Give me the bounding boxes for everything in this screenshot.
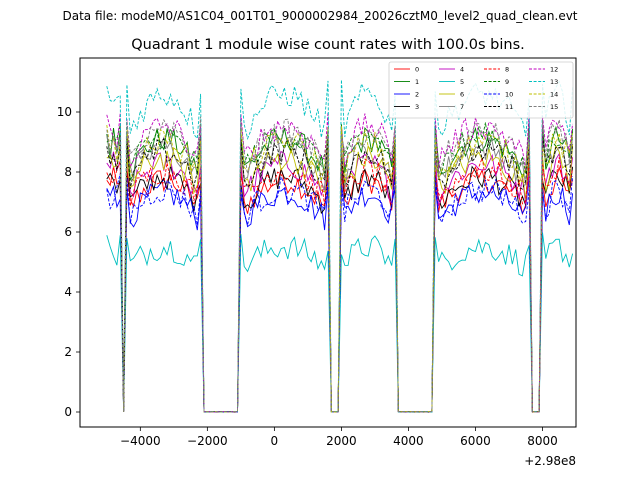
chart-title: Quadrant 1 module wise count rates with …: [131, 37, 525, 53]
legend-label-11: 11: [505, 103, 513, 111]
x-tick-label: −2000: [187, 434, 228, 448]
x-axis: −4000 −2000 0 2000 4000 6000 8000: [120, 427, 558, 448]
x-offset-label: +2.98e8: [524, 454, 576, 468]
x-tick-label: 0: [271, 434, 279, 448]
y-tick-label: 2: [64, 345, 72, 359]
series-line-module-11: [106, 134, 574, 413]
legend-label-15: 15: [550, 103, 558, 111]
y-tick-label: 10: [57, 105, 72, 119]
series-line-module-15: [106, 116, 574, 413]
series-layer: [106, 79, 574, 413]
suptitle: Data file: modeM0/AS1C04_001T01_90000029…: [62, 9, 577, 23]
legend-label-10: 10: [505, 91, 513, 99]
series-line-module-14: [106, 125, 574, 413]
y-tick-label: 4: [64, 285, 72, 299]
x-tick-label: 2000: [326, 434, 357, 448]
y-axis: 0 2 4 6 8 10: [57, 105, 80, 419]
legend-label-6: 6: [460, 91, 464, 99]
legend-label-7: 7: [460, 103, 464, 111]
y-tick-label: 6: [64, 225, 72, 239]
legend-label-8: 8: [505, 66, 509, 74]
legend-label-1: 1: [415, 78, 419, 86]
x-tick-label: 6000: [460, 434, 491, 448]
legend-box: [388, 61, 574, 119]
legend-label-3: 3: [415, 103, 419, 111]
legend-label-12: 12: [550, 66, 558, 74]
plot-frame: [79, 57, 577, 428]
x-tick-label: 4000: [393, 434, 424, 448]
legend-label-5: 5: [460, 78, 464, 86]
legend-label-13: 13: [550, 78, 558, 86]
legend-label-2: 2: [415, 91, 419, 99]
legend-label-4: 4: [460, 66, 464, 74]
x-tick-label: 8000: [527, 434, 558, 448]
y-tick-label: 8: [64, 165, 72, 179]
legend-label-9: 9: [505, 78, 509, 86]
series-line-module-5: [106, 232, 574, 413]
y-tick-label: 0: [64, 405, 72, 419]
legend-label-14: 14: [550, 91, 558, 99]
x-tick-label: −4000: [120, 434, 161, 448]
legend-label-0: 0: [415, 66, 419, 74]
